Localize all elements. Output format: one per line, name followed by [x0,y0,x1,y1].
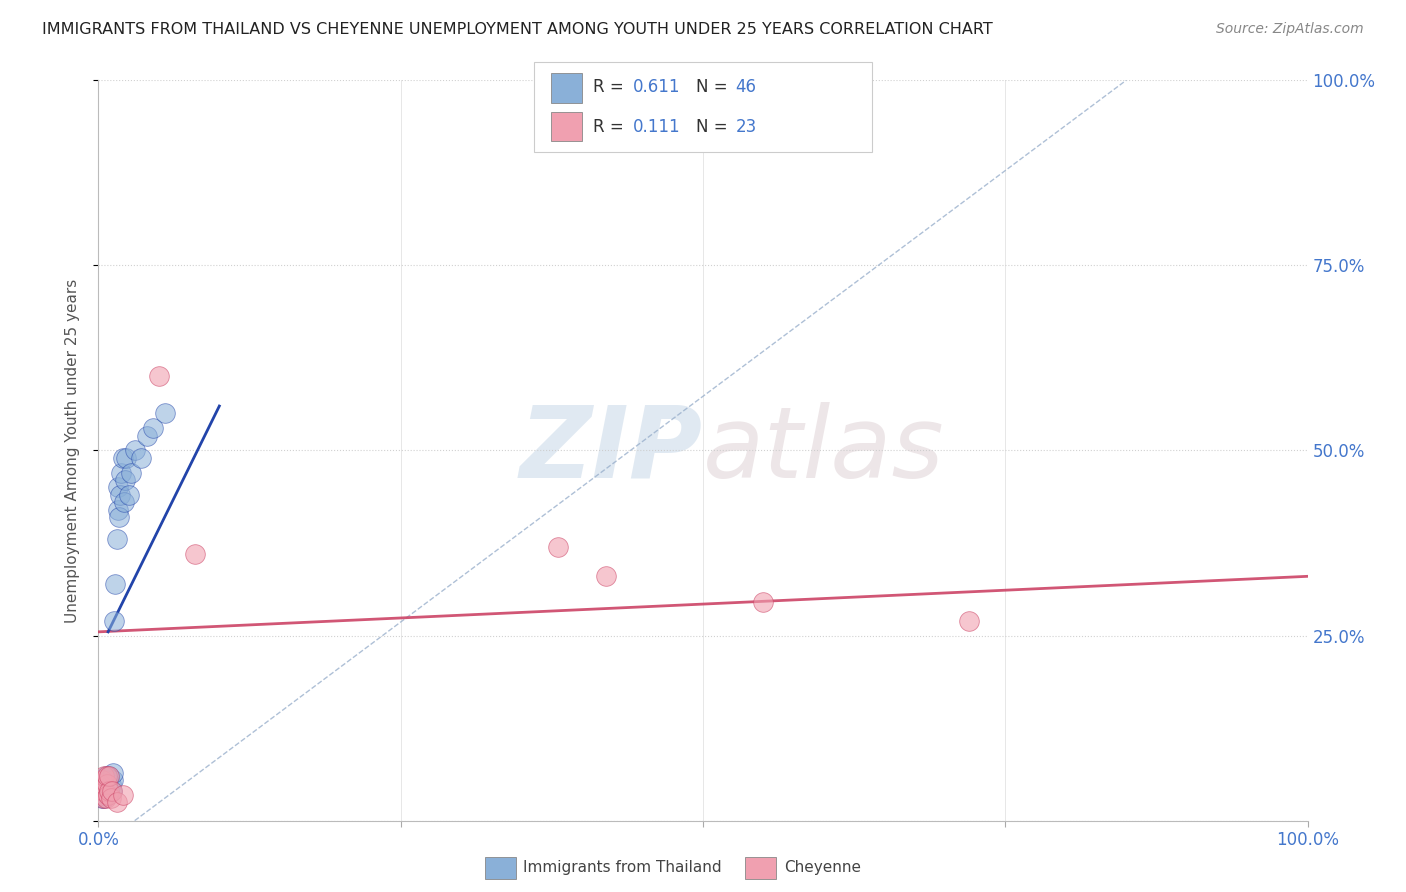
Point [752,595,775,609]
Point [91,791,114,805]
Point [98,769,121,783]
Point [91,776,114,791]
Point [107,502,129,516]
Text: Cheyenne: Cheyenne [785,861,862,875]
Point [93,784,115,798]
Text: N =: N = [696,78,733,96]
Text: 46: 46 [735,78,756,96]
Point [94,791,117,805]
Point [91,784,114,798]
Point [90,788,112,802]
Point [94,776,117,791]
Point [97,788,120,802]
Text: R =: R = [593,78,630,96]
Point [153,407,176,421]
Point [97,788,120,802]
Point [105,533,128,547]
Text: 0.111: 0.111 [633,118,681,136]
Point [93,784,115,798]
Point [90,780,112,795]
Point [104,576,127,591]
Point [101,772,124,787]
Text: 0.611: 0.611 [633,78,681,96]
Text: R =: R = [593,118,630,136]
Point [91,788,114,802]
Point [101,765,124,780]
Point [97,772,120,787]
Point [110,466,132,480]
Point [100,784,122,798]
Point [103,614,125,628]
Point [135,428,157,442]
Point [91,776,114,791]
Point [98,784,121,798]
Point [91,784,114,798]
Point [91,772,114,787]
Point [547,540,569,554]
Point [118,488,141,502]
Point [107,480,129,494]
Text: 23: 23 [735,118,756,136]
Point [94,788,117,802]
Text: Immigrants from Thailand: Immigrants from Thailand [523,861,721,875]
Point [93,791,115,805]
Y-axis label: Unemployment Among Youth under 25 years: Unemployment Among Youth under 25 years [65,278,80,623]
Point [111,788,134,802]
Point [112,495,135,509]
Point [96,776,118,791]
Point [184,547,207,561]
Text: atlas: atlas [703,402,945,499]
Point [96,772,118,787]
Point [105,795,128,809]
Point [100,776,122,791]
Point [124,443,146,458]
Point [100,791,122,805]
Point [595,569,617,583]
Point [98,784,121,798]
Point [96,784,118,798]
Point [96,769,118,783]
Text: IMMIGRANTS FROM THAILAND VS CHEYENNE UNEMPLOYMENT AMONG YOUTH UNDER 25 YEARS COR: IMMIGRANTS FROM THAILAND VS CHEYENNE UNE… [42,22,993,37]
Point [100,784,122,798]
Point [91,784,114,798]
Text: Source: ZipAtlas.com: Source: ZipAtlas.com [1216,22,1364,37]
Point [93,769,115,783]
Point [94,784,117,798]
Point [100,784,122,798]
Point [129,450,152,465]
Point [115,450,138,465]
Text: ZIP: ZIP [520,402,703,499]
Text: N =: N = [696,118,733,136]
Point [98,769,121,783]
Point [108,488,131,502]
Point [957,614,980,628]
Point [108,510,131,524]
Point [120,466,142,480]
Point [114,473,136,487]
Point [91,791,114,805]
Point [142,421,165,435]
Point [89,784,111,798]
Point [93,776,115,791]
Point [89,776,111,791]
Point [148,369,170,384]
Point [111,450,134,465]
Point [94,769,117,783]
Point [90,788,112,802]
